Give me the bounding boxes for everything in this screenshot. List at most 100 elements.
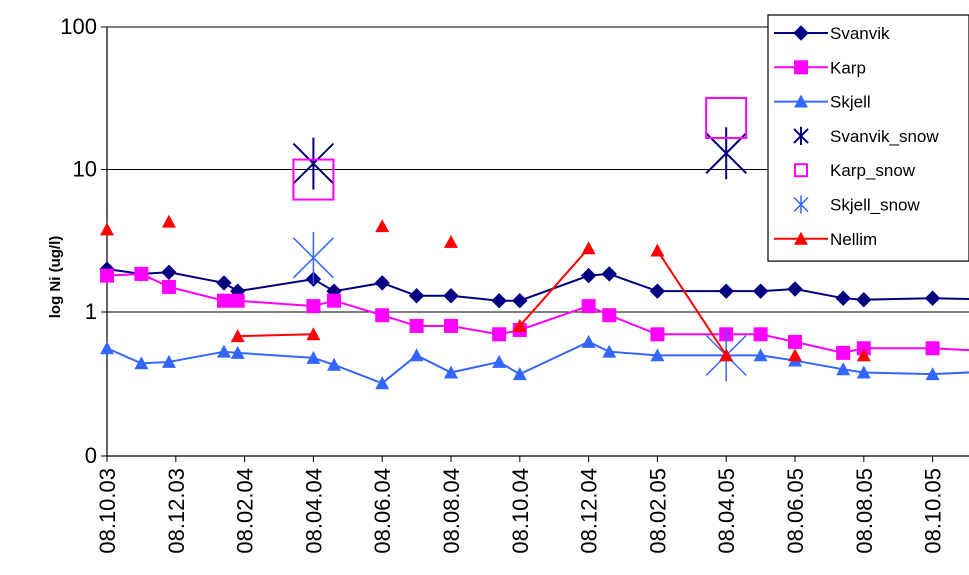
data-point (409, 318, 424, 333)
data-point (836, 345, 851, 360)
data-point (753, 348, 768, 362)
legend-marker (794, 163, 808, 178)
data-point (100, 222, 114, 236)
data-point (409, 348, 424, 362)
data-point (375, 376, 390, 390)
data-point (512, 318, 527, 332)
data-point (512, 293, 528, 309)
data-point (856, 348, 871, 362)
data-point (134, 266, 149, 281)
data-point (444, 318, 458, 333)
series-line-segment (237, 333, 314, 338)
legend-item: Nellim (774, 230, 877, 249)
y-tick-label: 100 (60, 14, 97, 39)
data-point (925, 341, 940, 356)
series-line-segment (656, 249, 728, 356)
data-point (856, 341, 871, 356)
data-point (924, 290, 941, 306)
data-point (650, 327, 665, 342)
data-point (216, 293, 231, 308)
legend-marker (793, 126, 809, 145)
data-point (292, 158, 335, 201)
y-tick-label: 10 (73, 157, 97, 182)
x-tick-label: 08.02.04 (233, 468, 258, 554)
y-tick-label: 0 (85, 443, 97, 468)
series-svanvik-snow (292, 127, 747, 190)
y-axis-title: log Ni (ug/l) (47, 236, 64, 318)
data-point (216, 275, 232, 291)
data-point (327, 293, 342, 308)
legend-label: Skjell (830, 93, 871, 112)
data-point (580, 267, 597, 284)
legend-label: Nellim (830, 230, 877, 249)
series-nellim (100, 214, 871, 362)
legend-marker (794, 231, 808, 245)
data-point (230, 293, 245, 308)
data-point (375, 219, 390, 233)
data-point (444, 365, 458, 379)
x-tick-label: 08.04.04 (301, 468, 326, 554)
data-point (788, 348, 802, 362)
x-tick-label: 08.06.04 (370, 468, 395, 554)
data-point (581, 334, 596, 348)
data-point (306, 350, 321, 364)
data-point (835, 290, 851, 306)
data-point (292, 137, 335, 190)
legend-marker (793, 195, 809, 214)
data-point (836, 362, 851, 376)
data-point (719, 348, 734, 362)
x-tick-label: 08.04.05 (714, 468, 739, 554)
x-tick-label: 08.08.04 (439, 468, 464, 554)
data-point (374, 275, 390, 291)
x-tick-label: 08.10.04 (508, 468, 533, 554)
data-point (327, 357, 342, 371)
data-point (443, 288, 459, 304)
x-tick-label: 08.10.03 (95, 468, 120, 554)
series-karp (100, 266, 969, 360)
data-point (925, 367, 940, 381)
data-point (492, 327, 507, 342)
data-point (161, 354, 176, 368)
data-point (512, 367, 527, 381)
series-line (106, 340, 969, 385)
data-point (602, 308, 617, 323)
data-point (705, 96, 748, 139)
x-tick-label: 08.12.03 (164, 468, 189, 554)
legend-label: Svanvik_snow (830, 127, 939, 146)
legend-marker (793, 25, 809, 41)
y-axis: 0 1 10 100 (60, 14, 107, 468)
data-point (788, 334, 802, 349)
data-point (161, 264, 177, 280)
data-point (856, 365, 871, 379)
x-tick-label: 08.06.05 (783, 468, 808, 554)
data-point (161, 214, 176, 228)
data-point (230, 345, 245, 359)
x-tick-label: 08.02.05 (645, 468, 670, 554)
legend-label: Karp (830, 58, 866, 77)
data-point (752, 283, 769, 299)
series-karp-snow (292, 96, 748, 201)
legend-marker (794, 94, 808, 108)
data-point (134, 356, 149, 370)
data-point (292, 231, 334, 284)
series-layer (99, 96, 969, 390)
legend-label: Skjell_snow (830, 196, 920, 215)
legend-item: Svanvik_snow (793, 126, 939, 146)
legend-item: Skjell_snow (793, 195, 920, 215)
data-point (100, 341, 114, 355)
data-point (375, 308, 390, 323)
legend-item: Svanvik (774, 24, 890, 43)
data-point (650, 348, 665, 362)
series-skjell (100, 334, 969, 390)
data-point (100, 268, 114, 283)
data-point (306, 299, 321, 314)
legend-item: Karp (774, 58, 866, 77)
legend-label: Karp_snow (830, 161, 916, 180)
data-point (856, 291, 872, 308)
x-axis: 08.10.03 08.12.03 08.02.04 08.04.04 08.06.04… (95, 456, 946, 554)
series-line (106, 268, 969, 302)
data-point (216, 344, 231, 358)
legend-item: Karp_snow (794, 161, 916, 180)
data-point (581, 299, 596, 314)
